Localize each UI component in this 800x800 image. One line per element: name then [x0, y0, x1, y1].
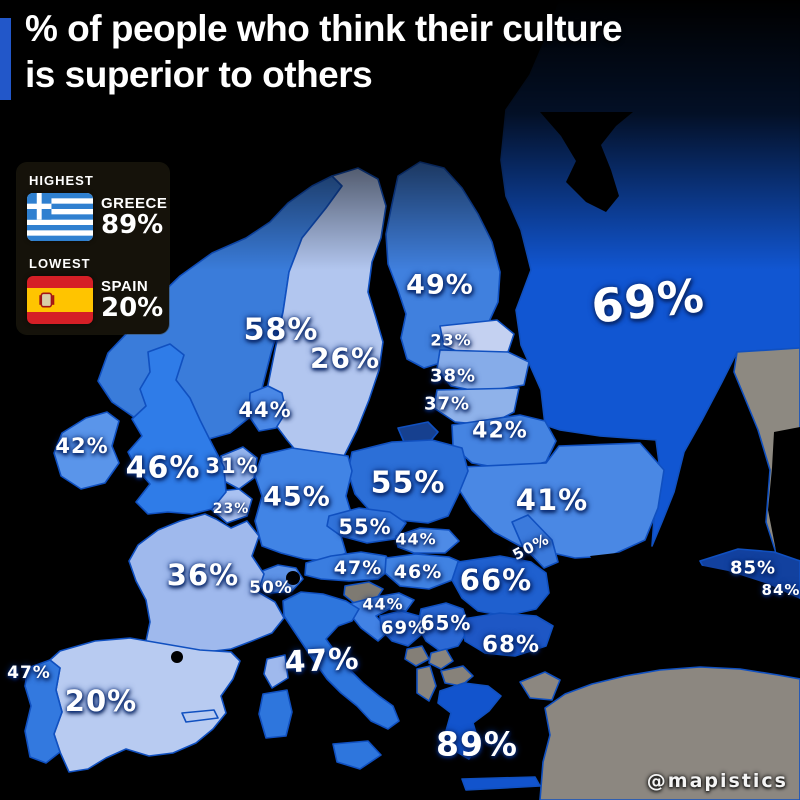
- sea-caspian: [768, 427, 800, 560]
- country-sardinia: [258, 689, 293, 739]
- country-bulgaria: [462, 612, 554, 657]
- legend-highest-country: GREECE: [101, 194, 168, 212]
- legend-highest-label: HIGHEST: [29, 173, 94, 188]
- legend-box: HIGHEST GREECE 89% LOWEST: [17, 163, 169, 334]
- country-slovakia: [395, 527, 460, 554]
- country-czechia: [326, 507, 407, 544]
- sea-crimea-notch: [590, 552, 640, 578]
- country-romania: [451, 555, 550, 617]
- country-serbia: [417, 602, 470, 652]
- greece-flag: [27, 193, 93, 241]
- title-line-2: is superior to others: [25, 53, 373, 95]
- country-balearics: [181, 709, 219, 723]
- country-moldova: [511, 514, 559, 569]
- country-corsica: [263, 654, 289, 689]
- title-line-1: % of people who think their culture: [25, 8, 623, 49]
- country-spain: [49, 637, 241, 773]
- country-italy: [282, 591, 400, 730]
- country-croatia: [348, 592, 415, 642]
- country-hungary: [384, 553, 464, 590]
- title-accent-bar: [0, 18, 11, 100]
- country-albania: [416, 665, 437, 702]
- map-dot-alps: [286, 571, 300, 585]
- country-sicily: [332, 740, 382, 770]
- country-belarus: [451, 414, 557, 471]
- country-greece: [437, 682, 502, 760]
- country-netherlands: [220, 446, 258, 490]
- page-title: % of people who think their culture is s…: [25, 6, 623, 98]
- country-turkey: [539, 666, 800, 800]
- legend-lowest-country: SPAIN: [101, 277, 149, 295]
- legend-highest-value: 89%: [101, 209, 164, 240]
- watermark: @mapistics: [646, 770, 788, 792]
- map-dot-pyrenees: [171, 651, 183, 663]
- country-denmark: [248, 385, 287, 432]
- sea-black-sea: [562, 557, 800, 661]
- legend-lowest-value: 20%: [101, 292, 164, 323]
- spain-flag: [27, 276, 93, 324]
- country-france: [128, 513, 285, 653]
- country-ireland: [53, 411, 120, 490]
- country-united-kingdom: [127, 343, 227, 515]
- country-poland: [347, 439, 469, 524]
- country-north-macedonia: [440, 665, 474, 687]
- country-kosovo: [428, 648, 454, 670]
- country-bosnia: [379, 610, 424, 647]
- country-kaliningrad: [397, 421, 439, 445]
- country-portugal: [24, 659, 63, 764]
- legend-lowest-label: LOWEST: [29, 256, 91, 271]
- country-crete: [461, 776, 541, 791]
- country-turkey-nw: [519, 671, 561, 701]
- country-latvia: [436, 349, 530, 393]
- country-montenegro: [404, 645, 430, 667]
- country-germany: [254, 447, 353, 562]
